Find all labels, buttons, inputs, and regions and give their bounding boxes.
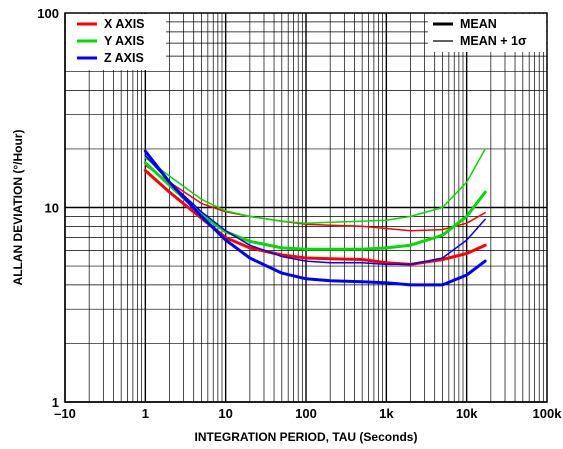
legend-statistics: MEAN MEAN + 1σ	[428, 14, 546, 52]
x-tick-label: 1k	[379, 406, 394, 421]
series-line-y-axis-mean	[143, 161, 487, 251]
y-tick-label: 100	[37, 6, 59, 21]
plot-frame	[64, 12, 548, 403]
legend-label-x-axis: X AXIS	[104, 17, 145, 31]
legend-label-mean-plus-sigma: MEAN + 1σ	[460, 34, 527, 48]
y-tick-label: 1	[52, 395, 59, 410]
series-line-z-axis-mean-plus-sigma	[144, 154, 486, 266]
y-axis-title: ALLAN DEVIATION (°/Hour)	[11, 130, 25, 286]
legend-label-y-axis: Y AXIS	[104, 34, 144, 48]
series-line-y-axis-mean-plus-sigma	[144, 148, 486, 224]
x-tick-label: –10	[54, 406, 76, 421]
legend-statistics-box	[428, 14, 546, 52]
x-axis-title: INTEGRATION PERIOD, TAU (Seconds)	[195, 430, 418, 444]
x-tick-label: 10	[218, 406, 232, 421]
x-tick-label: 1	[142, 406, 149, 421]
y-tick-label: 10	[45, 201, 59, 216]
series-line-z-axis-mean	[143, 149, 487, 287]
plot-grid	[64, 13, 547, 403]
legend-axes: X AXIS Y AXIS Z AXIS	[66, 14, 166, 70]
series-line-x-axis-mean-plus-sigma	[144, 164, 486, 232]
x-tick-label: 100	[295, 406, 317, 421]
legend-label-mean: MEAN	[460, 17, 497, 31]
legend-label-z-axis: Z AXIS	[104, 51, 144, 65]
x-tick-label: 10k	[456, 406, 478, 421]
series-lines	[143, 148, 487, 287]
x-tick-label: 100k	[533, 406, 563, 421]
